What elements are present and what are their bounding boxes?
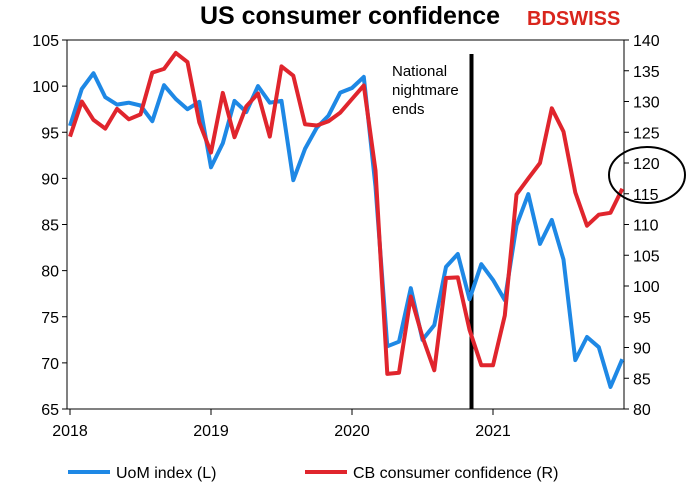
plot-frame: [66, 39, 625, 410]
right-tick-label: 90: [633, 341, 651, 358]
annotation-line-2: nightmare: [392, 82, 459, 99]
series-line-uom: [68, 71, 625, 389]
x-tick-label: 2018: [52, 423, 88, 440]
left-tick-label: 100: [32, 79, 59, 96]
right-tick-label: 85: [633, 371, 651, 388]
left-axis: 65 70 75 80 85 90 95 100 105: [32, 33, 67, 419]
x-tick-label: 2019: [193, 423, 229, 440]
brand-prefix: BD: [527, 8, 556, 30]
x-axis: 2018 2019 2020 2021: [52, 409, 511, 440]
right-tick-label: 120: [633, 156, 660, 173]
x-tick-label: 2020: [334, 423, 370, 440]
left-tick-label: 95: [41, 125, 59, 142]
left-tick-label: 85: [41, 218, 59, 235]
right-tick-label: 115: [633, 187, 659, 204]
right-tick-label: 135: [633, 64, 660, 81]
right-tick-label: 130: [633, 95, 660, 112]
annotation-line-1: National: [392, 63, 447, 80]
brand-suffix: SWISS: [555, 8, 621, 30]
x-tick-label: 2021: [475, 423, 511, 440]
brand-logo: BDSWISS: [527, 8, 620, 31]
chart-title: US consumer confidence: [199, 2, 501, 30]
right-tick-label: 95: [633, 310, 651, 327]
right-tick-label: 105: [633, 248, 660, 265]
right-axis: 80 85 90 95 100 105 110 115 120 125 130 135 140: [624, 33, 660, 419]
legend-label-cb: CB consumer confidence (R): [353, 465, 558, 482]
left-tick-label: 65: [41, 402, 59, 419]
right-tick-label: 80: [633, 402, 651, 419]
series-line-cb: [68, 50, 625, 376]
left-tick-label: 75: [41, 310, 59, 327]
right-tick-label: 100: [633, 279, 660, 296]
legend-label-uom: UoM index (L): [116, 465, 216, 482]
annotation-line-3: ends: [392, 101, 425, 118]
right-tick-label: 140: [633, 33, 660, 50]
right-tick-label: 110: [633, 218, 659, 235]
left-tick-label: 105: [32, 33, 59, 50]
left-tick-label: 80: [41, 264, 59, 281]
highlight-circle: [608, 146, 686, 204]
left-tick-label: 90: [41, 171, 59, 188]
right-tick-label: 125: [633, 125, 660, 142]
left-tick-label: 70: [41, 356, 59, 373]
